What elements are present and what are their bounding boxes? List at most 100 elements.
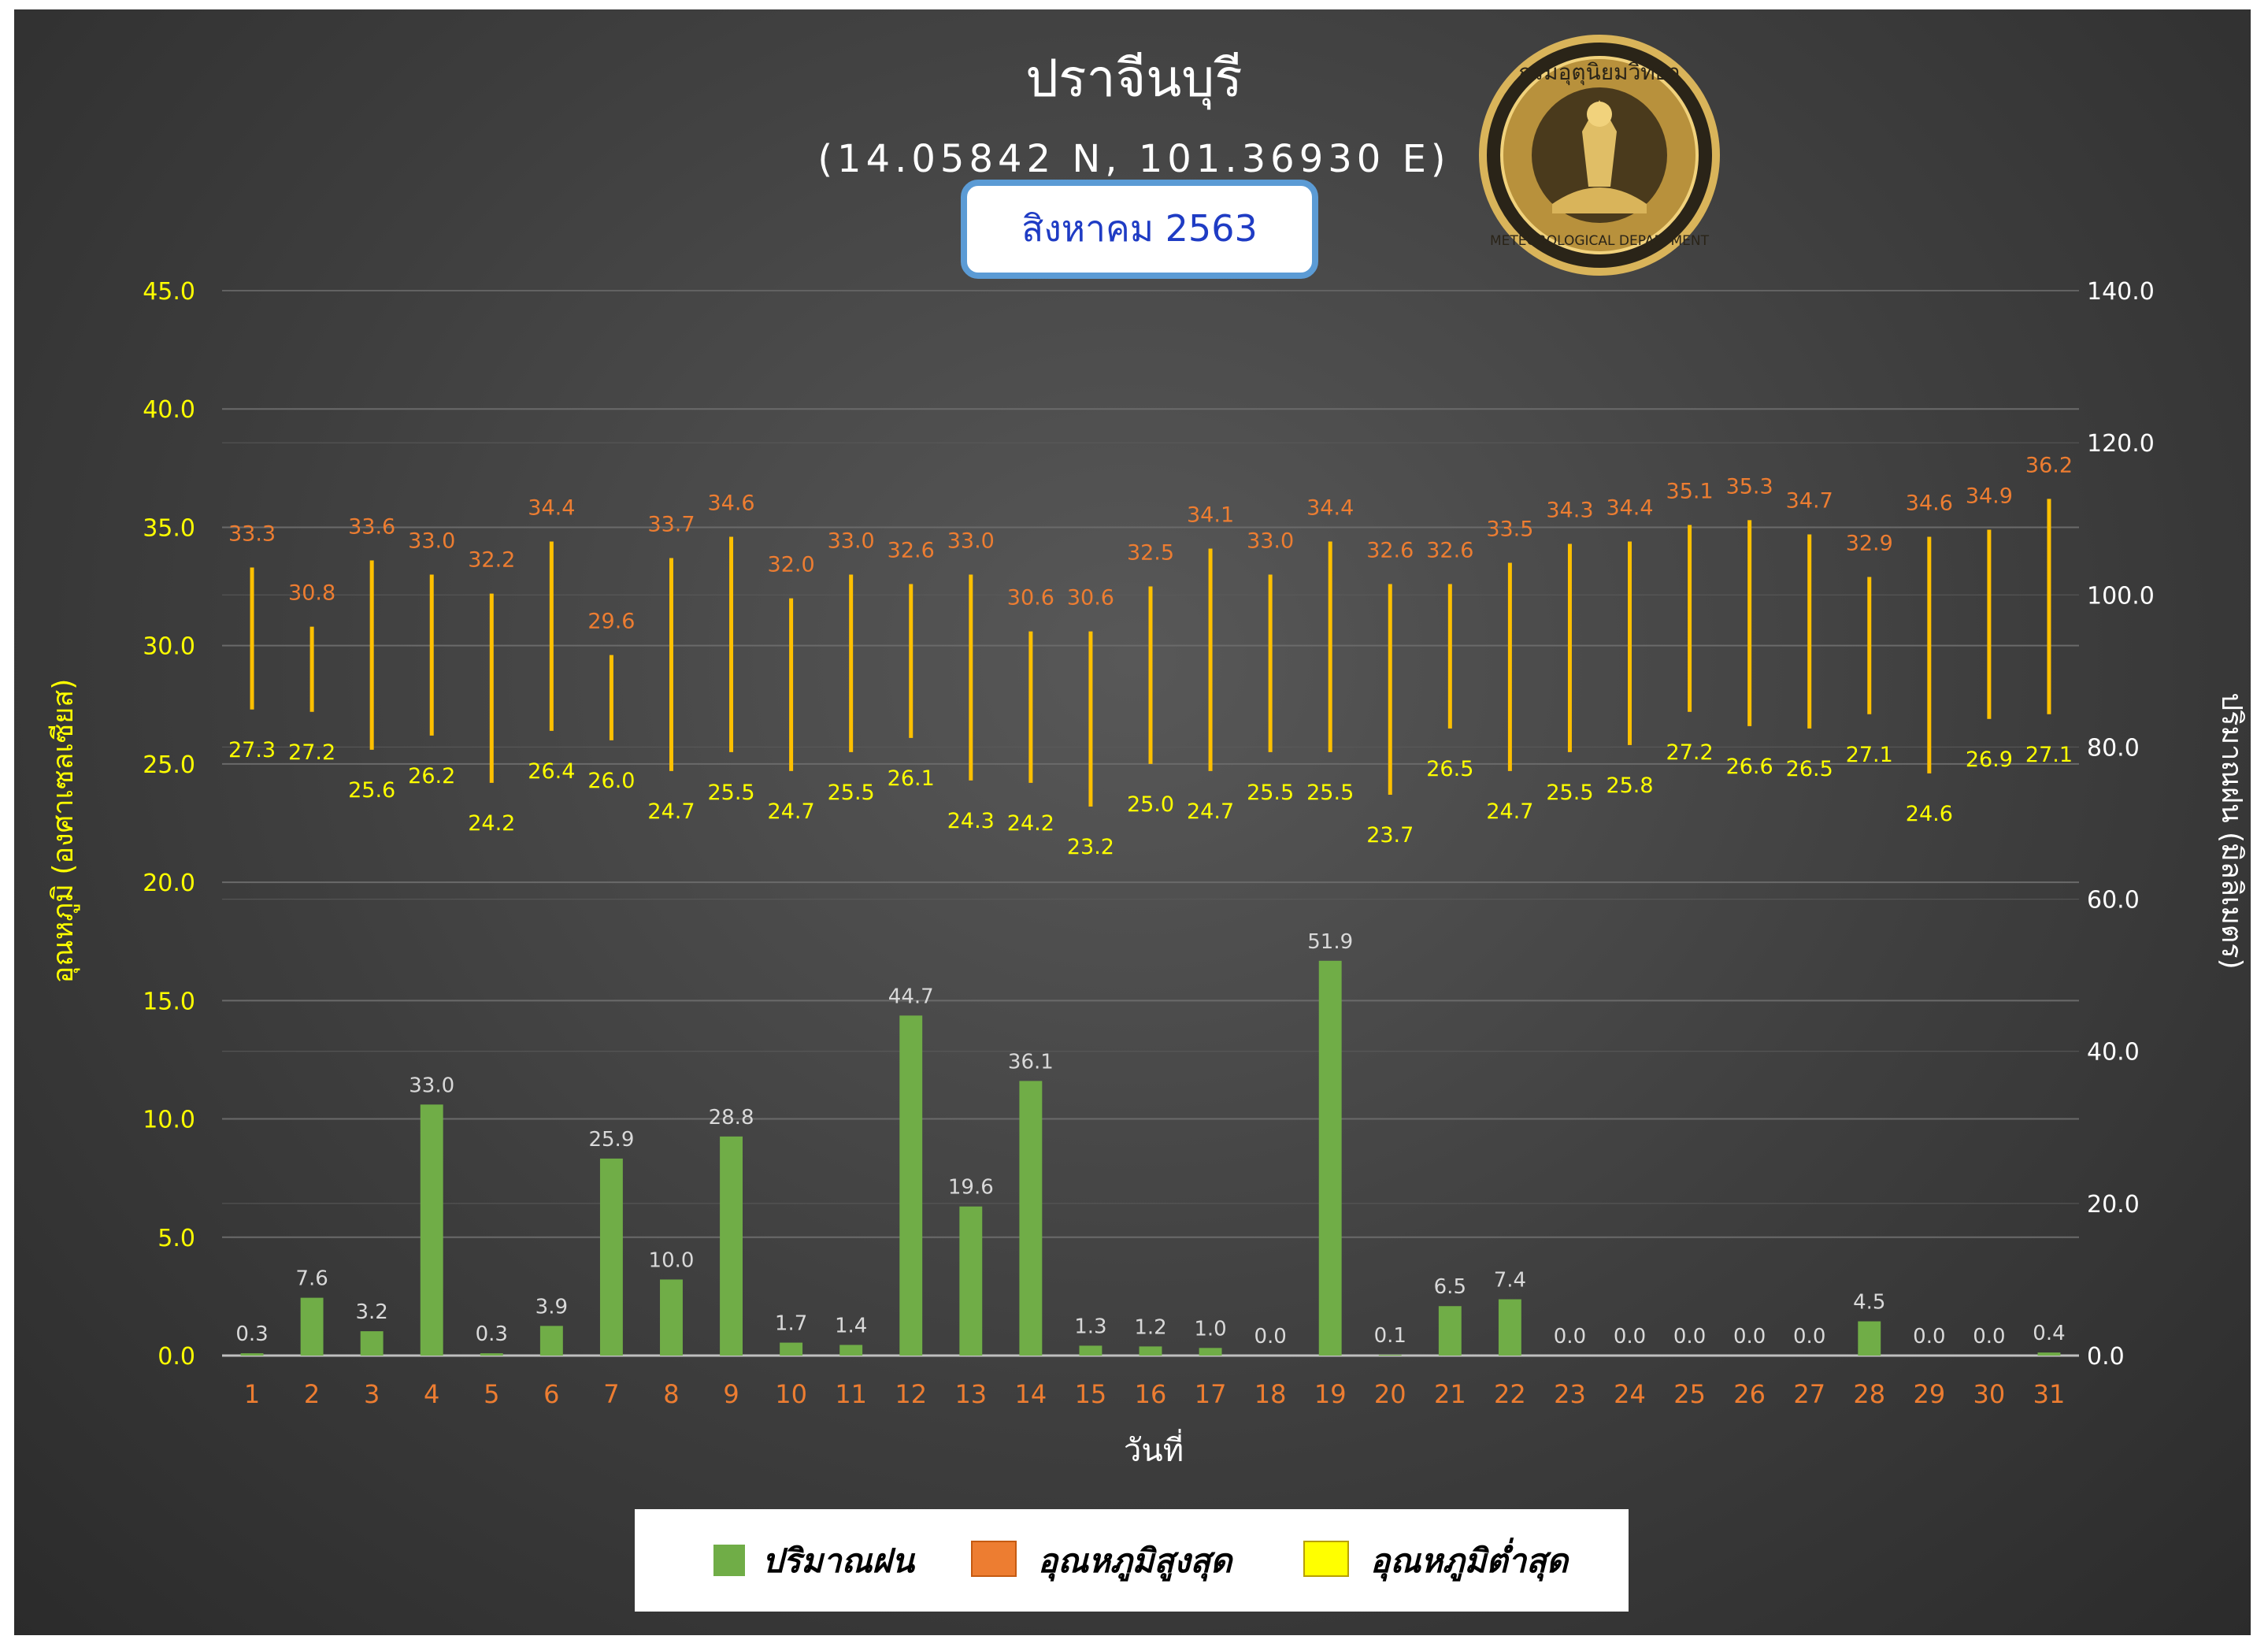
- x-tick-label: 15: [1075, 1379, 1107, 1409]
- rain-data-label: 1.7: [775, 1312, 807, 1336]
- legend-swatch-min: [1303, 1541, 1349, 1577]
- min-temp-label: 25.5: [1546, 781, 1593, 805]
- x-tick-label: 4: [424, 1379, 439, 1409]
- rain-bar: [959, 1206, 983, 1356]
- rain-data-label: 0.0: [1973, 1325, 2005, 1348]
- x-axis-title: วันที่: [1124, 1429, 1184, 1469]
- legend-label-min: อุณหภูมิต่ำสุด: [1370, 1538, 1570, 1582]
- month-label: สิงหาคม 2563: [1021, 207, 1257, 250]
- max-temp-label: 32.6: [1366, 539, 1414, 563]
- max-temp-label: 35.3: [1726, 474, 1773, 499]
- y-tick-left: 20.0: [143, 870, 195, 897]
- rain-data-label: 28.8: [709, 1106, 754, 1130]
- rain-data-label: 0.3: [235, 1322, 268, 1346]
- chart-subtitle: (14.05842 N, 101.36930 E): [817, 137, 1450, 181]
- x-tick-label: 28: [1853, 1379, 1885, 1409]
- seal-text-bottom: METEOROLOGICAL DEPARTMENT: [1490, 233, 1710, 249]
- min-temp-label: 24.2: [1007, 811, 1054, 836]
- rain-data-label: 0.0: [1614, 1325, 1646, 1348]
- x-tick-label: 18: [1254, 1379, 1287, 1409]
- rain-bar: [1019, 1081, 1043, 1356]
- max-temp-label: 32.6: [1426, 539, 1473, 563]
- rain-data-label: 10.0: [649, 1248, 695, 1272]
- max-temp-label: 33.3: [228, 522, 276, 547]
- x-tick-label: 25: [1673, 1379, 1706, 1409]
- rain-data-label: 0.0: [1254, 1325, 1286, 1348]
- rain-data-label: 1.3: [1074, 1315, 1106, 1338]
- max-temp-label: 34.3: [1546, 498, 1593, 522]
- min-temp-label: 25.8: [1606, 773, 1653, 798]
- x-tick-label: 27: [1793, 1379, 1825, 1409]
- rain-data-label: 51.9: [1307, 930, 1353, 954]
- min-temp-label: 24.7: [1486, 799, 1533, 824]
- rain-data-label: 7.4: [1494, 1269, 1526, 1293]
- legend: ปริมาณฝน อุณหภูมิสูงสุด อุณหภูมิต่ำสุด: [635, 1509, 1629, 1612]
- rain-data-label: 1.0: [1194, 1317, 1226, 1341]
- max-temp-label: 34.4: [528, 495, 575, 520]
- rain-bar: [720, 1136, 743, 1356]
- x-tick-label: 19: [1314, 1379, 1347, 1409]
- y-tick-right: 100.0: [2087, 582, 2155, 610]
- legend-label-rain: ปริมาณฝน: [762, 1541, 916, 1580]
- x-tick-label: 1: [244, 1379, 260, 1409]
- x-tick-label: 24: [1614, 1379, 1646, 1409]
- max-temp-label: 34.9: [1966, 484, 2013, 508]
- rain-bar: [1318, 960, 1342, 1356]
- legend-box: [635, 1509, 1629, 1612]
- max-temp-label: 32.5: [1127, 541, 1174, 566]
- rain-bar: [1199, 1348, 1222, 1356]
- department-seal: กรมอุตุนิยมวิทยา METEOROLOGICAL DEPARTME…: [1479, 35, 1720, 276]
- legend-label-max: อุณหภูมิสูงสุด: [1038, 1541, 1234, 1582]
- x-tick-label: 29: [1913, 1379, 1945, 1409]
- min-temp-label: 25.6: [348, 778, 395, 803]
- y-tick-right: 40.0: [2087, 1039, 2140, 1066]
- rain-data-label: 3.9: [536, 1295, 568, 1319]
- max-temp-label: 33.7: [647, 513, 695, 537]
- min-temp-label: 24.7: [768, 799, 815, 824]
- x-tick-label: 2: [304, 1379, 320, 1409]
- rain-data-label: 25.9: [588, 1128, 634, 1152]
- rain-bar: [899, 1015, 923, 1356]
- min-temp-label: 25.5: [1247, 781, 1294, 805]
- rain-bar: [420, 1104, 443, 1356]
- x-tick-label: 3: [364, 1379, 380, 1409]
- rain-bar: [599, 1158, 623, 1356]
- y-tick-right: 0.0: [2087, 1343, 2125, 1371]
- min-temp-label: 24.2: [468, 811, 515, 836]
- y-tick-left: 15.0: [143, 988, 195, 1015]
- max-temp-label: 34.4: [1606, 495, 1653, 520]
- y-tick-left: 35.0: [143, 514, 195, 542]
- x-tick-label: 17: [1195, 1379, 1227, 1409]
- y-tick-right: 120.0: [2087, 430, 2155, 458]
- min-temp-label: 23.2: [1067, 835, 1114, 859]
- min-temp-label: 26.5: [1426, 757, 1473, 781]
- max-temp-label: 29.6: [587, 610, 635, 634]
- min-temp-label: 24.3: [947, 809, 995, 833]
- max-temp-label: 34.4: [1306, 495, 1354, 520]
- min-temp-label: 27.2: [288, 740, 335, 765]
- y-axis-title-left: อุณหภูมิ (องศาเซลเซียส): [47, 679, 80, 984]
- rain-data-label: 3.2: [355, 1300, 387, 1324]
- max-temp-label: 30.8: [288, 581, 335, 606]
- rain-bar: [839, 1345, 863, 1356]
- month-badge: [961, 180, 1318, 279]
- rain-data-label: 0.0: [1793, 1325, 1825, 1348]
- rain-data-label: 6.5: [1434, 1275, 1466, 1299]
- x-tick-label: 22: [1494, 1379, 1526, 1409]
- rain-bar: [1139, 1346, 1162, 1356]
- rain-data-label: 33.0: [409, 1074, 454, 1097]
- rain-bar: [1079, 1345, 1102, 1356]
- legend-swatch-rain: [713, 1545, 745, 1576]
- min-temp-label: 24.6: [1906, 802, 1953, 826]
- y-tick-right: 60.0: [2087, 887, 2140, 914]
- max-temp-label: 30.6: [1067, 586, 1114, 610]
- rain-data-label: 0.0: [1554, 1325, 1586, 1348]
- rain-bar: [240, 1353, 264, 1356]
- chart-title: ปราจีนบุรี: [1025, 48, 1243, 110]
- max-temp-label: 34.6: [1906, 491, 1953, 515]
- rain-data-label: 0.0: [1673, 1325, 1706, 1348]
- rain-bar: [480, 1353, 503, 1356]
- rain-data-label: 0.0: [1913, 1325, 1945, 1348]
- max-temp-label: 33.5: [1486, 517, 1533, 542]
- max-temp-label: 36.2: [2025, 453, 2073, 477]
